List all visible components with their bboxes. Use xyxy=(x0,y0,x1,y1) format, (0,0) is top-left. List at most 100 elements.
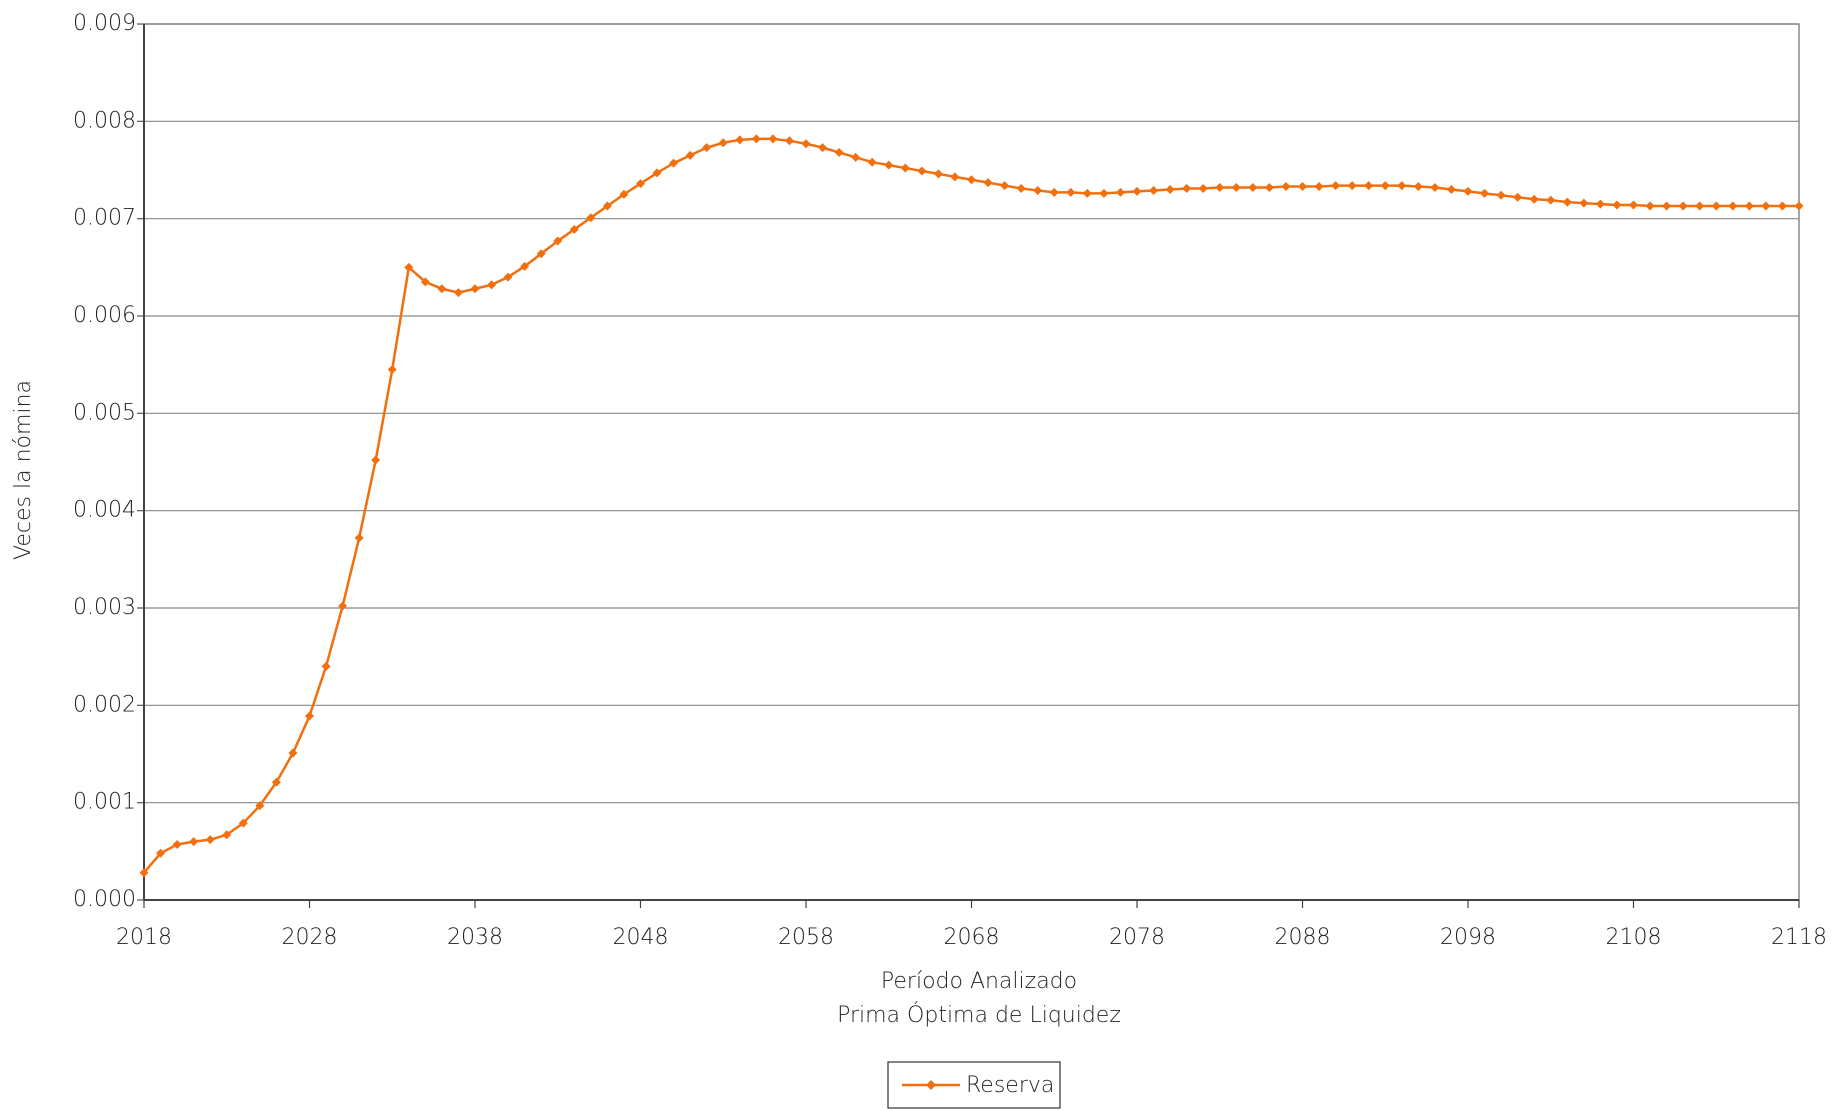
data-point xyxy=(983,178,993,188)
data-point xyxy=(238,818,248,828)
y-tick-label: 0.002 xyxy=(73,692,136,717)
data-point xyxy=(851,152,861,162)
data-point xyxy=(1099,188,1109,198)
data-point xyxy=(1149,185,1159,195)
data-point xyxy=(801,139,811,149)
data-point xyxy=(1546,195,1556,205)
data-point xyxy=(1298,182,1307,192)
data-point xyxy=(1264,183,1274,193)
data-point xyxy=(1579,198,1589,208)
data-point xyxy=(1314,182,1324,192)
data-point xyxy=(1595,199,1605,209)
data-point xyxy=(669,158,679,168)
y-tick-label: 0.007 xyxy=(73,206,136,231)
plot-frame xyxy=(143,23,1800,901)
data-point xyxy=(602,201,612,211)
data-point xyxy=(487,280,497,290)
data-point xyxy=(1231,183,1241,193)
data-point xyxy=(1082,188,1092,198)
data-point xyxy=(1761,201,1771,211)
data-point xyxy=(1629,200,1638,210)
data-point xyxy=(1562,197,1572,207)
data-point xyxy=(1380,181,1390,191)
data-point xyxy=(933,169,943,179)
series-line xyxy=(143,137,1799,874)
data-point xyxy=(371,455,381,465)
x-axis-subtitle: Prima Óptima de Liquidez xyxy=(837,1002,1121,1028)
data-point xyxy=(1430,183,1440,193)
y-tick-label: 0.003 xyxy=(73,595,136,620)
data-point xyxy=(1281,182,1291,192)
data-point xyxy=(205,835,215,845)
y-axis-title: Veces la nómina xyxy=(11,380,36,560)
data-point xyxy=(404,262,414,272)
y-tick-label: 0.004 xyxy=(73,498,136,523)
y-tick-label: 0.005 xyxy=(73,400,136,425)
data-point xyxy=(1463,186,1473,196)
y-tick-label: 0.000 xyxy=(73,887,136,912)
data-point xyxy=(520,261,530,271)
data-point xyxy=(784,136,794,146)
legend-marker xyxy=(926,1080,936,1090)
data-point xyxy=(536,249,546,259)
data-point xyxy=(718,138,728,148)
x-tick-label: 2078 xyxy=(1109,925,1165,950)
data-point xyxy=(553,236,563,246)
data-point xyxy=(1794,201,1804,211)
data-point xyxy=(1016,183,1026,193)
y-tick-label: 0.009 xyxy=(73,11,136,36)
x-tick-label: 2088 xyxy=(1275,925,1331,950)
data-point xyxy=(420,277,430,287)
x-tick-label: 2118 xyxy=(1771,925,1827,950)
data-point xyxy=(867,157,877,167)
data-point xyxy=(652,168,662,178)
x-tick-label: 2048 xyxy=(613,925,669,950)
data-point xyxy=(967,175,976,185)
data-point xyxy=(437,284,447,294)
data-point xyxy=(1397,181,1407,191)
data-point xyxy=(1513,192,1523,202)
data-point xyxy=(818,143,828,153)
data-point xyxy=(685,150,695,160)
data-point xyxy=(751,134,761,144)
x-axis-title: Período Analizado xyxy=(881,969,1077,994)
data-point xyxy=(453,288,463,298)
data-point xyxy=(884,160,894,170)
data-point xyxy=(917,166,927,176)
data-point xyxy=(1678,201,1688,211)
data-point xyxy=(619,189,629,199)
data-point xyxy=(1711,201,1721,211)
data-point xyxy=(1198,183,1208,193)
data-point xyxy=(702,143,712,153)
data-point xyxy=(569,224,579,234)
data-point xyxy=(1215,183,1225,193)
data-point xyxy=(189,837,199,847)
data-point xyxy=(1347,181,1357,191)
data-point xyxy=(1728,201,1738,211)
data-point xyxy=(354,533,364,543)
data-point xyxy=(1744,201,1754,211)
data-point xyxy=(1695,201,1705,211)
data-point xyxy=(1049,187,1059,197)
data-point xyxy=(735,135,745,145)
data-point xyxy=(387,365,397,375)
x-tick-label: 2068 xyxy=(944,925,1000,950)
data-point xyxy=(1182,183,1192,193)
x-tick-label: 2058 xyxy=(778,925,834,950)
y-tick-label: 0.006 xyxy=(73,303,136,328)
x-tick-label: 2028 xyxy=(282,925,338,950)
data-point xyxy=(1331,181,1341,191)
data-point xyxy=(1662,201,1672,211)
data-point xyxy=(139,868,149,878)
data-point xyxy=(1000,181,1010,191)
data-point xyxy=(321,661,331,671)
data-point xyxy=(1446,184,1456,194)
data-point xyxy=(503,272,513,282)
data-point xyxy=(950,172,960,182)
data-point xyxy=(172,840,182,850)
data-point xyxy=(636,179,645,189)
x-tick-label: 2098 xyxy=(1440,925,1496,950)
data-point xyxy=(834,147,844,157)
data-point xyxy=(768,134,778,144)
